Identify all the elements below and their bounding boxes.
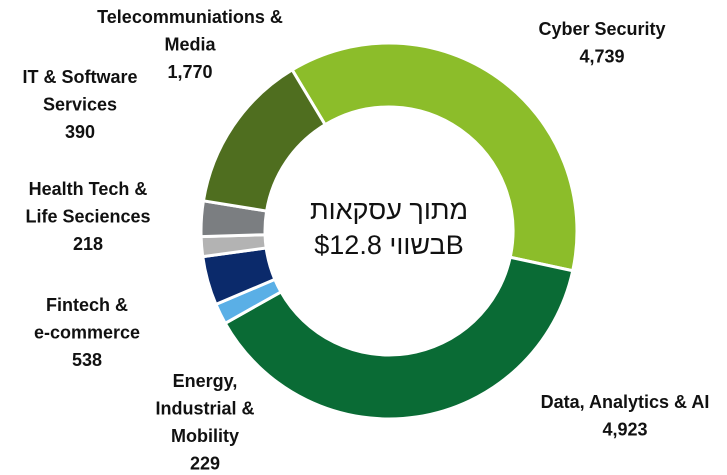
value-label: 390 — [65, 122, 95, 142]
value-label: 218 — [73, 234, 103, 254]
segment-label: Telecommuniations & — [97, 7, 283, 27]
segment-label: Data, Analytics & AI — [541, 392, 710, 412]
segment-label: Media — [164, 34, 216, 54]
donut-segment — [201, 67, 328, 213]
donut-segment — [223, 255, 575, 421]
donut-segment — [290, 41, 579, 273]
segment-label: Mobility — [171, 426, 239, 446]
segment-label: Life Seciences — [25, 206, 150, 226]
segment-label: Energy, — [173, 371, 238, 391]
segment-label: IT & Software — [22, 67, 137, 87]
segment-label: Cyber Security — [538, 19, 665, 39]
value-label: 229 — [190, 453, 220, 473]
value-label: 538 — [72, 350, 102, 370]
value-label: 4,739 — [579, 46, 624, 66]
value-label: 1,770 — [167, 62, 212, 82]
segment-label: e-commerce — [34, 322, 140, 342]
segment-label: Services — [43, 94, 117, 114]
center-text: בשווי $12.8B — [314, 230, 463, 260]
segment-label: Industrial & — [155, 398, 254, 418]
value-label: 4,923 — [602, 419, 647, 439]
segment-label: Fintech & — [46, 295, 128, 315]
segment-label: Health Tech & — [29, 179, 148, 199]
center-text: מתוך עסקאות — [310, 195, 468, 225]
